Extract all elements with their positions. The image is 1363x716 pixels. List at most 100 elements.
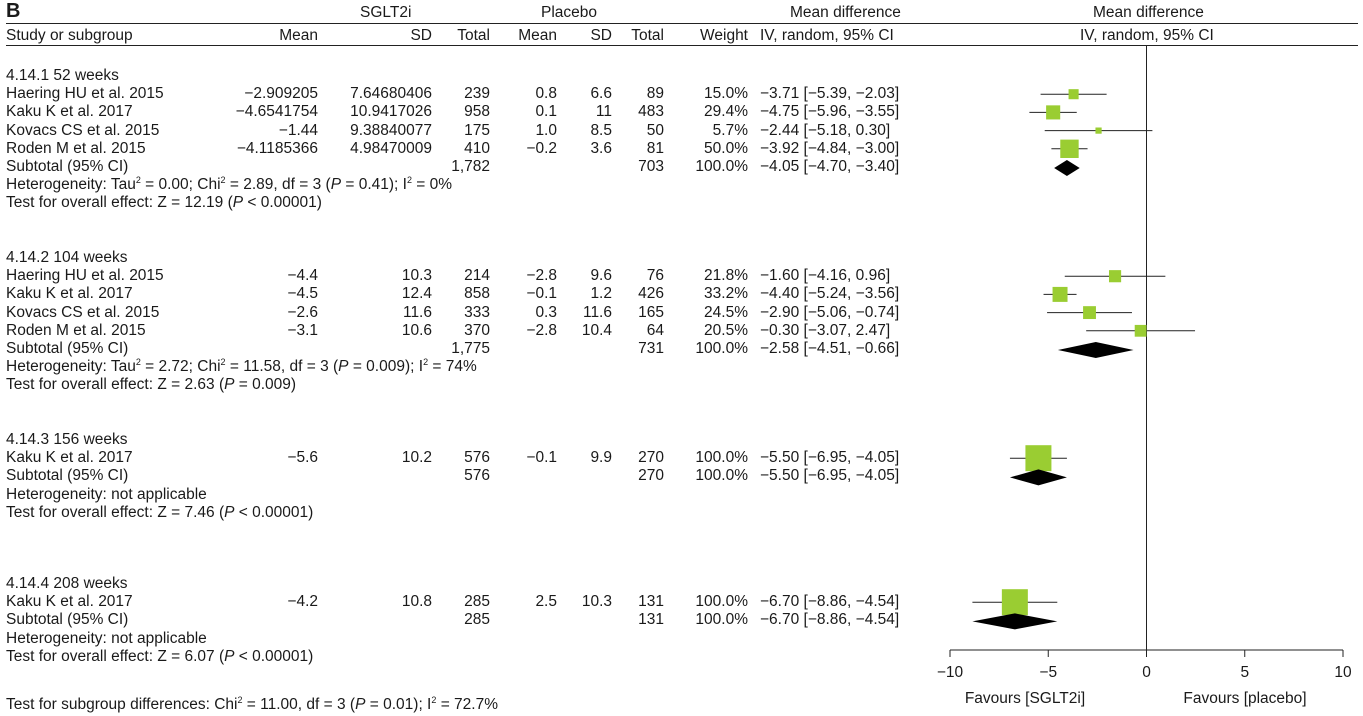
study-name: Roden M et al. 2015	[6, 321, 146, 339]
subgroup-title: 4.14.2 104 weeks	[6, 249, 128, 266]
sglt2i-sd: 12.4	[401, 285, 432, 303]
weight: 20.5%	[704, 321, 748, 339]
subtotal-placebo-total: 703	[638, 158, 664, 175]
header-top-rule	[6, 23, 1358, 24]
sglt2i-mean: −5.6	[287, 449, 318, 467]
mean-difference-ci: −6.70 [−8.86, −4.54]	[760, 593, 900, 611]
weight: 15.0%	[704, 85, 748, 103]
overall-effect-test: Test for overall effect: Z = 6.07 (P < 0…	[6, 647, 314, 665]
subtotal-label: Subtotal (95% CI)	[6, 340, 129, 357]
study-name: Kovacs CS et al. 2015	[6, 303, 160, 321]
sglt2i-total: 958	[464, 103, 490, 121]
x-tick-label: 5	[1240, 664, 1249, 681]
header-mean-difference-right: Mean difference	[1093, 4, 1204, 21]
subtotal-sglt2i-total: 1,775	[451, 340, 490, 357]
header-ci-left: IV, random, 95% CI	[760, 27, 894, 44]
subtotal-diamond	[972, 613, 1058, 630]
x-tick-label: 0	[1142, 664, 1151, 681]
sglt2i-total: 858	[464, 285, 490, 303]
mean-difference-ci: −0.30 [−3.07, 2.47]	[760, 321, 891, 339]
mean-difference-ci: −4.40 [−5.24, −3.56]	[760, 285, 900, 303]
overall-effect-test: Test for overall effect: Z = 7.46 (P < 0…	[6, 503, 314, 521]
subtotal-ci: −5.50 [−6.95, −4.05]	[760, 467, 900, 485]
sglt2i-mean: −4.4	[287, 267, 318, 285]
mean-difference-ci: −2.44 [−5.18, 0.30]	[760, 121, 891, 139]
x-tick-label: −5	[1039, 664, 1057, 681]
subgroup-title: 4.14.4 208 weeks	[6, 575, 128, 592]
panel-label: B	[6, 0, 21, 22]
sglt2i-mean: −4.6541754	[235, 103, 318, 121]
weight: 50.0%	[704, 139, 748, 157]
sglt2i-mean: −3.1	[287, 321, 318, 339]
subtotal-ci: −2.58 [−4.51, −0.66]	[760, 340, 900, 357]
weight: 5.7%	[712, 121, 748, 139]
placebo-mean: 1.0	[535, 121, 557, 139]
placebo-sd: 1.2	[590, 285, 612, 303]
placebo-sd: 11	[595, 103, 612, 121]
sglt2i-sd: 11.6	[402, 303, 432, 321]
placebo-sd: 9.9	[590, 449, 612, 467]
placebo-total: 50	[646, 121, 664, 139]
mean-difference-ci: −3.92 [−4.84, −3.00]	[760, 139, 900, 157]
subgroup-test: Test for subgroup differences: Chi2 = 11…	[6, 695, 499, 714]
mean-difference-ci: −3.71 [−5.39, −2.03]	[760, 85, 900, 103]
sglt2i-sd: 10.8	[401, 593, 432, 611]
subtotal-weight: 100.0%	[695, 467, 748, 485]
placebo-sd: 11.6	[582, 303, 612, 321]
placebo-total: 76	[646, 267, 664, 285]
header-mean1: Mean	[279, 27, 318, 44]
subtotal-diamond	[1057, 342, 1134, 358]
sglt2i-total: 285	[464, 593, 490, 611]
study-marker	[1025, 445, 1052, 472]
subtotal-label: Subtotal (95% CI)	[6, 467, 129, 485]
heterogeneity: Heterogeneity: not applicable	[6, 629, 207, 647]
header-mean2: Mean	[518, 27, 557, 44]
placebo-sd: 3.6	[590, 139, 612, 157]
sglt2i-sd: 10.6	[401, 321, 432, 339]
favours-sglt2i-label: Favours [SGLT2i]	[964, 690, 1086, 707]
placebo-mean: 0.3	[535, 303, 557, 321]
sglt2i-total: 214	[464, 267, 490, 285]
subtotal-label: Subtotal (95% CI)	[6, 611, 129, 629]
placebo-total: 483	[638, 103, 664, 121]
study-marker	[1068, 89, 1079, 100]
placebo-sd: 10.4	[581, 321, 612, 339]
subtotal-ci: −4.05 [−4.70, −3.40]	[760, 158, 900, 175]
sglt2i-mean: −4.1185366	[236, 139, 318, 157]
sglt2i-total: 239	[464, 85, 490, 103]
header-ci-right: IV, random, 95% CI	[1080, 27, 1214, 44]
header-total1: Total	[457, 27, 490, 44]
sglt2i-mean: −1.44	[278, 121, 318, 139]
sglt2i-total: 410	[464, 139, 490, 157]
study-marker	[1046, 105, 1061, 120]
sglt2i-total: 333	[464, 303, 490, 321]
weight: 21.8%	[704, 267, 748, 285]
subtotal-sglt2i-total: 576	[464, 467, 490, 485]
placebo-total: 81	[646, 139, 664, 157]
sglt2i-sd: 9.38840077	[350, 121, 432, 139]
placebo-mean: −0.1	[526, 449, 557, 467]
x-tick-label: 10	[1334, 664, 1352, 681]
study-name: Haering HU et al. 2015	[6, 85, 164, 103]
subtotal-placebo-total: 131	[638, 611, 664, 629]
placebo-total: 426	[638, 285, 664, 303]
header-mean-difference-left: Mean difference	[790, 4, 901, 21]
sglt2i-mean: −2.909205	[244, 85, 318, 103]
mean-difference-ci: −2.90 [−5.06, −0.74]	[760, 303, 900, 321]
placebo-total: 270	[638, 449, 664, 467]
subtotal-ci: −6.70 [−8.86, −4.54]	[760, 611, 900, 629]
placebo-sd: 9.6	[590, 267, 612, 285]
study-name: Kaku K et al. 2017	[6, 285, 133, 303]
study-marker	[1134, 324, 1147, 337]
overall-effect-test: Test for overall effect: Z = 12.19 (P < …	[6, 194, 322, 212]
sglt2i-sd: 10.2	[401, 449, 432, 467]
placebo-mean: −2.8	[526, 267, 557, 285]
study-marker	[1060, 139, 1079, 158]
favours-placebo-label: Favours [placebo]	[1183, 690, 1307, 707]
sglt2i-total: 576	[464, 449, 490, 467]
subtotal-label: Subtotal (95% CI)	[6, 158, 129, 175]
header-total2: Total	[631, 27, 664, 44]
subgroup-title: 4.14.3 156 weeks	[6, 431, 128, 448]
sglt2i-sd: 4.98470009	[350, 139, 432, 157]
sglt2i-total: 175	[464, 121, 490, 139]
